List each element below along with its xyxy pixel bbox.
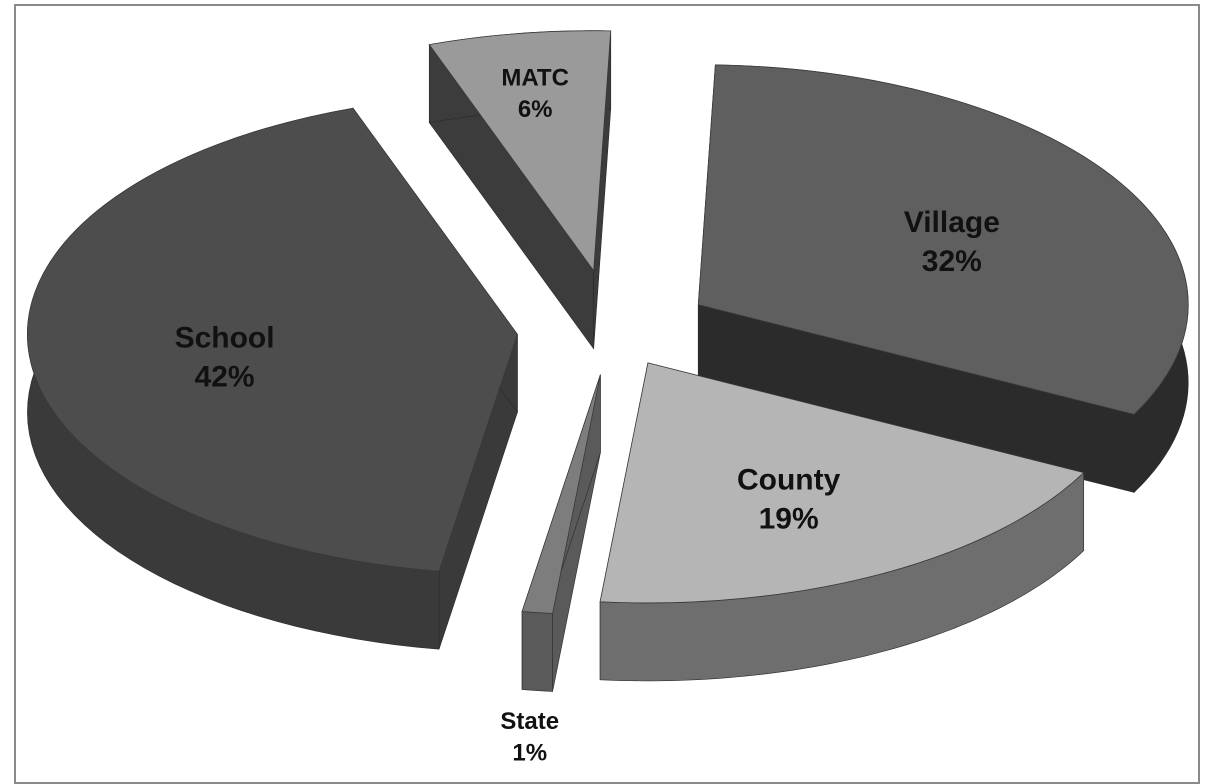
slice-side [521,611,553,692]
slice-label-state: State 1% [500,708,559,766]
slice-label-village: Village 32% [904,206,1000,278]
pie-slice-school [26,107,518,650]
slice-top [428,30,612,272]
slice-top [599,362,1085,604]
slice-top [697,64,1189,415]
pie-labels: Village 32% County 19% State 1% School 42% MATC 6… [175,65,1000,767]
slice-label-matc: MATC 6% [501,65,569,123]
slice-top [26,107,518,572]
pie-slice-state [521,374,601,692]
slice-top [521,374,601,614]
pie-slices [26,30,1189,692]
pie-slice-county [599,362,1085,682]
pie-slice-matc [428,30,612,350]
pie-slice-village [697,64,1189,494]
slice-label-county: County 19% [737,463,841,535]
slice-label-school: School 42% [175,321,275,393]
